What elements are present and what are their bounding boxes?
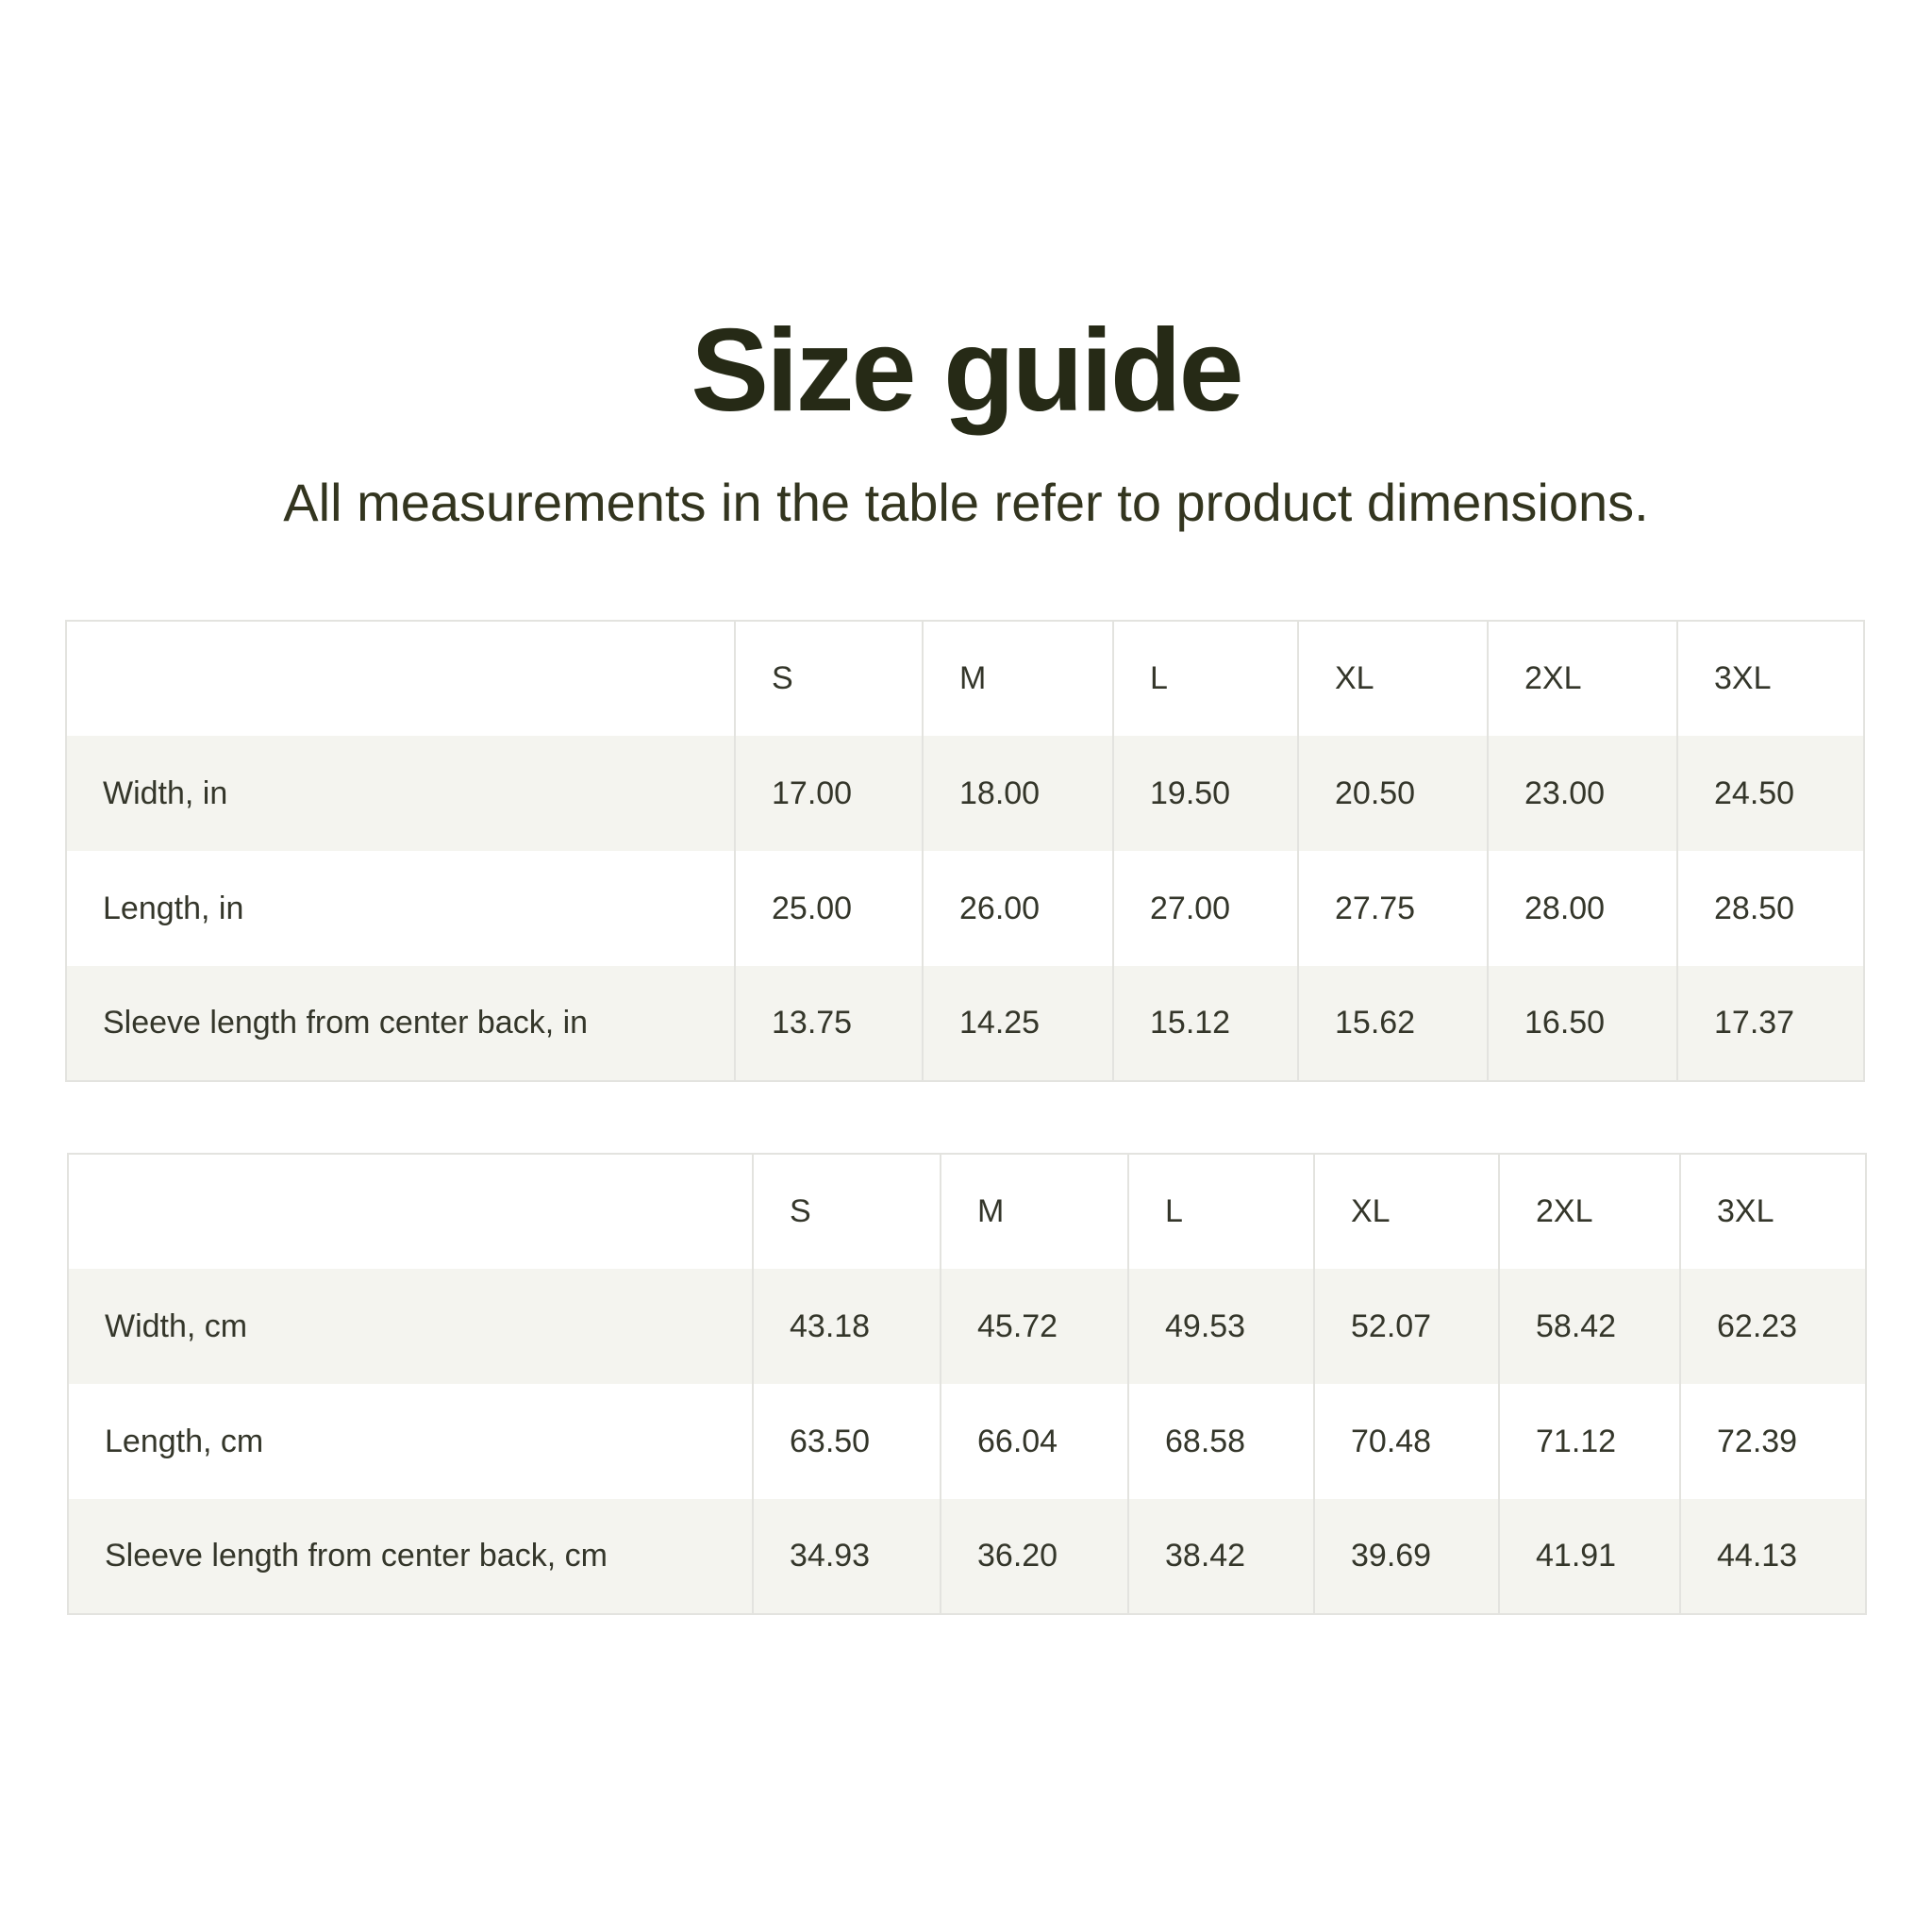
header-row: S M L XL 2XL 3XL <box>66 621 1864 736</box>
row-label: Width, cm <box>68 1269 753 1384</box>
size-header: XL <box>1313 1154 1499 1269</box>
measurement-cell: 28.50 <box>1676 851 1864 966</box>
measurement-cell: 44.13 <box>1679 1499 1866 1614</box>
measurement-cell: 26.00 <box>922 851 1113 966</box>
measurement-cell: 28.00 <box>1487 851 1677 966</box>
measurement-cell: 27.00 <box>1112 851 1298 966</box>
size-table-inches: S M L XL 2XL 3XL Width, in 17.00 18.00 19.50 20.50… <box>65 620 1865 1082</box>
measurement-cell: 43.18 <box>752 1269 941 1384</box>
size-table-centimeters: S M L XL 2XL 3XL Width, cm 43.18 45.72 49.53 52.07… <box>67 1153 1867 1615</box>
size-header: M <box>940 1154 1128 1269</box>
measurement-cell: 58.42 <box>1498 1269 1680 1384</box>
measurement-cell: 63.50 <box>752 1384 941 1499</box>
measurement-cell: 68.58 <box>1127 1384 1314 1499</box>
measurement-cell: 13.75 <box>734 966 923 1081</box>
size-header: L <box>1112 621 1298 736</box>
measurement-cell: 62.23 <box>1679 1269 1866 1384</box>
size-header: XL <box>1297 621 1488 736</box>
header-corner <box>68 1154 753 1269</box>
measurement-cell: 25.00 <box>734 851 923 966</box>
size-header: L <box>1127 1154 1314 1269</box>
table-row: Length, cm 63.50 66.04 68.58 70.48 71.12 72.39 <box>68 1384 1866 1499</box>
measurement-cell: 66.04 <box>940 1384 1128 1499</box>
row-label: Sleeve length from center back, in <box>66 966 735 1081</box>
measurement-cell: 24.50 <box>1676 736 1864 851</box>
measurement-cell: 27.75 <box>1297 851 1488 966</box>
measurement-cell: 72.39 <box>1679 1384 1866 1499</box>
measurement-cell: 39.69 <box>1313 1499 1499 1614</box>
row-label: Length, in <box>103 890 244 926</box>
table-row: Sleeve length from center back, in 13.75 1… <box>66 966 1864 1081</box>
size-header: M <box>922 621 1113 736</box>
measurement-cell: 36.20 <box>940 1499 1128 1614</box>
size-header: S <box>752 1154 941 1269</box>
table-row: Length, in 25.00 26.00 27.00 27.75 28.00 28.50 <box>66 851 1864 966</box>
size-header: 2XL <box>1498 1154 1680 1269</box>
measurement-cell: 38.42 <box>1127 1499 1314 1614</box>
measurement-cell: 41.91 <box>1498 1499 1680 1614</box>
header-row: S M L XL 2XL 3XL <box>68 1154 1866 1269</box>
page-subtitle: All measurements in the table refer to p… <box>283 473 1649 532</box>
measurement-cell: 34.93 <box>752 1499 941 1614</box>
measurement-cell: 16.50 <box>1487 966 1677 1081</box>
measurement-cell: 17.37 <box>1676 966 1864 1081</box>
header-corner <box>66 621 735 736</box>
measurement-cell: 52.07 <box>1313 1269 1499 1384</box>
measurement-cell: 18.00 <box>922 736 1113 851</box>
measurement-cell: 19.50 <box>1112 736 1298 851</box>
measurement-cell: 17.00 <box>734 736 923 851</box>
table-row: Sleeve length from center back, cm 34.93 3… <box>68 1499 1866 1614</box>
size-header: 3XL <box>1676 621 1864 736</box>
measurement-cell: 15.12 <box>1112 966 1298 1081</box>
measurement-cell: 71.12 <box>1498 1384 1680 1499</box>
size-header: 3XL <box>1679 1154 1866 1269</box>
measurement-cell: 70.48 <box>1313 1384 1499 1499</box>
size-header: 2XL <box>1487 621 1677 736</box>
measurement-cell: 23.00 <box>1487 736 1677 851</box>
table-row: Width, cm 43.18 45.72 49.53 52.07 58.42 62.23 <box>68 1269 1866 1384</box>
measurement-cell: 14.25 <box>922 966 1113 1081</box>
page-title: Size guide <box>691 306 1243 436</box>
row-label: Length, cm <box>105 1423 264 1459</box>
size-header: S <box>734 621 923 736</box>
row-label: Sleeve length from center back, cm <box>68 1499 753 1614</box>
measurement-cell: 45.72 <box>940 1269 1128 1384</box>
measurement-cell: 15.62 <box>1297 966 1488 1081</box>
table-row: Width, in 17.00 18.00 19.50 20.50 23.00 24.50 <box>66 736 1864 851</box>
measurement-cell: 20.50 <box>1297 736 1488 851</box>
measurement-cell: 49.53 <box>1127 1269 1314 1384</box>
row-label: Width, in <box>66 736 735 851</box>
